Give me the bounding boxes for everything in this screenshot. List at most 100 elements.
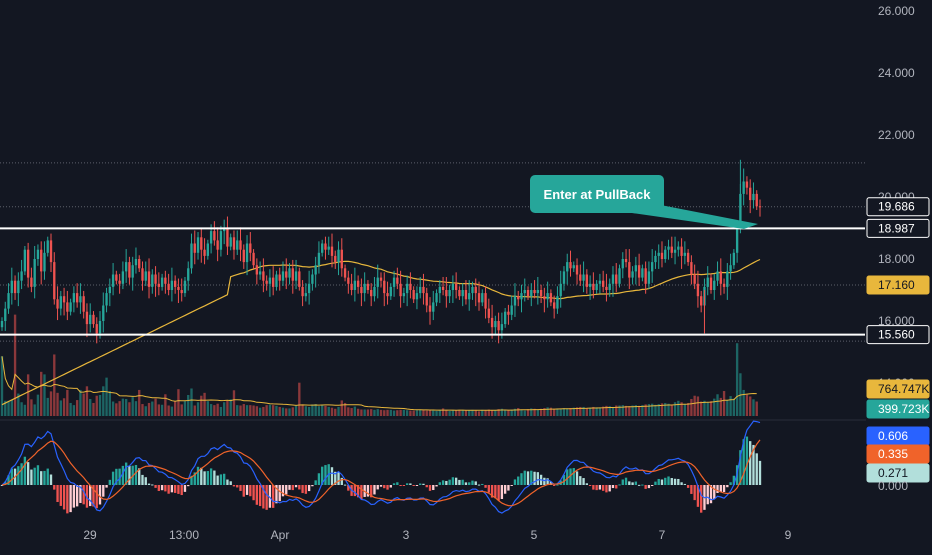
callout-box bbox=[530, 175, 664, 213]
volume-bar bbox=[628, 406, 631, 416]
candle-body bbox=[10, 280, 13, 294]
macd-histogram-bar bbox=[115, 468, 118, 485]
volume-bar bbox=[164, 394, 167, 416]
volume-bar bbox=[755, 401, 758, 416]
volume-bar bbox=[605, 405, 608, 416]
candle-body bbox=[285, 271, 288, 278]
candle-body bbox=[95, 324, 98, 334]
volume-bar bbox=[307, 406, 311, 416]
candle-body bbox=[598, 280, 602, 284]
candle-body bbox=[0, 321, 4, 328]
candle-body bbox=[160, 277, 164, 287]
candle-body bbox=[745, 181, 749, 188]
macd-histogram-bar bbox=[164, 485, 167, 492]
candle-body bbox=[370, 290, 373, 297]
volume-bar bbox=[592, 406, 595, 416]
macd-histogram-bar bbox=[438, 482, 441, 485]
macd-histogram-bar bbox=[402, 485, 406, 486]
volume-bar bbox=[468, 410, 471, 416]
volume-bar bbox=[275, 405, 278, 416]
candle-body bbox=[360, 286, 363, 294]
candle-body bbox=[585, 274, 589, 287]
price-badge-macd-label: 0.606 bbox=[878, 429, 908, 443]
macd-histogram-bar bbox=[566, 469, 569, 485]
volume-bar bbox=[693, 395, 696, 416]
macd-histogram-bar bbox=[262, 485, 265, 509]
candle-body bbox=[536, 290, 540, 294]
candle-body bbox=[213, 231, 216, 241]
macd-histogram-bar bbox=[10, 468, 13, 485]
volume-bar bbox=[683, 404, 687, 416]
volume-bar bbox=[686, 402, 690, 416]
volume-bar bbox=[533, 408, 536, 416]
candle-body bbox=[706, 277, 709, 287]
signal-line bbox=[1, 439, 761, 507]
volume-bar bbox=[752, 399, 755, 416]
macd-histogram-bar bbox=[523, 470, 526, 485]
volume-bar bbox=[559, 408, 562, 416]
candle-body bbox=[4, 308, 7, 321]
candle-body bbox=[559, 283, 562, 297]
volume-bar bbox=[631, 405, 634, 416]
macd-histogram-bar bbox=[183, 485, 187, 492]
candle-body bbox=[203, 249, 206, 256]
volume-bar bbox=[229, 399, 232, 416]
price-badge-signal-label: 0.335 bbox=[878, 447, 908, 461]
macd-histogram-bar bbox=[608, 485, 611, 492]
macd-histogram-bar bbox=[222, 473, 226, 485]
volume-bar bbox=[481, 409, 484, 416]
volume-bar bbox=[330, 407, 334, 416]
candle-body bbox=[716, 271, 719, 281]
volume-bar bbox=[298, 382, 301, 416]
macd-histogram-bar bbox=[298, 485, 301, 490]
candle-body bbox=[680, 246, 683, 256]
volume-bar bbox=[350, 408, 353, 416]
price-badge-level-high bbox=[866, 218, 930, 238]
candle-body bbox=[268, 277, 272, 284]
macd-histogram-bar bbox=[484, 485, 487, 488]
volume-bar bbox=[719, 397, 722, 416]
macd-histogram-bar bbox=[752, 444, 755, 485]
volume-bar bbox=[471, 409, 474, 416]
volume-bar bbox=[572, 407, 575, 416]
candle-body bbox=[340, 249, 343, 269]
volume-bar bbox=[582, 406, 585, 416]
macd-histogram-bar bbox=[324, 465, 327, 485]
volume-bar bbox=[111, 401, 115, 416]
candle-body bbox=[755, 193, 758, 207]
macd-histogram-bar bbox=[360, 485, 363, 500]
macd-histogram-bar bbox=[706, 485, 709, 505]
volume-bar bbox=[53, 354, 56, 416]
volume-bar bbox=[503, 409, 507, 416]
time-axis[interactable]: 29 13:00 Apr 3 5 7 9 bbox=[83, 528, 791, 542]
volume-bar bbox=[618, 405, 621, 416]
macd-histogram-bar bbox=[513, 479, 517, 485]
macd-histogram-bar bbox=[383, 485, 386, 489]
volume-bar bbox=[595, 407, 598, 416]
volume-bar bbox=[40, 371, 43, 416]
macd-histogram-bar bbox=[601, 485, 605, 491]
candle-body bbox=[272, 277, 275, 287]
volume-bar bbox=[615, 405, 618, 416]
volume-bar bbox=[484, 410, 487, 416]
volume-bar bbox=[82, 393, 85, 416]
macd-histogram-bar bbox=[376, 485, 379, 490]
volume-bar bbox=[673, 402, 677, 416]
candle-body bbox=[415, 293, 419, 300]
macd-histogram-bar bbox=[693, 485, 696, 501]
candle-body bbox=[507, 311, 510, 315]
volume-bar bbox=[30, 399, 33, 416]
volume-bar bbox=[500, 408, 504, 416]
macd-histogram-bar bbox=[98, 485, 102, 505]
volume-bar bbox=[732, 398, 736, 416]
macd-histogram-bar bbox=[82, 485, 85, 505]
volume-bar bbox=[285, 408, 288, 416]
volume-bar bbox=[157, 404, 161, 416]
macd-histogram-bar bbox=[749, 441, 752, 485]
macd-histogram-bar bbox=[255, 485, 259, 505]
candle-body bbox=[409, 283, 412, 290]
candle-body bbox=[562, 271, 566, 284]
macd-histogram-bar bbox=[654, 481, 657, 485]
